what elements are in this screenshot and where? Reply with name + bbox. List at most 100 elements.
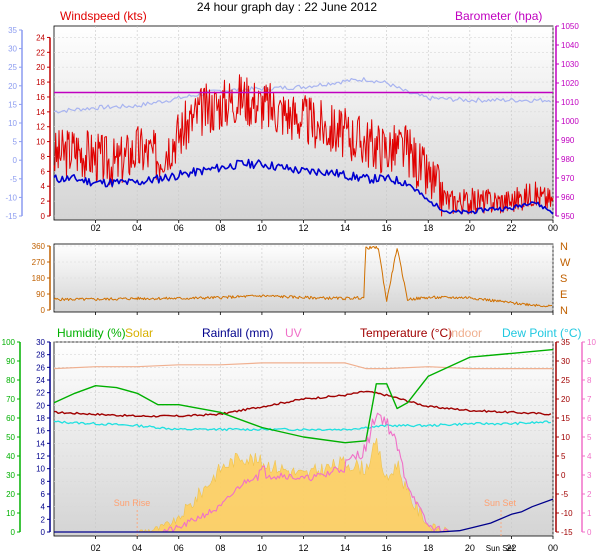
sunset-tick-label: Sun Set — [486, 544, 515, 553]
x-tick-label: 04 — [132, 543, 142, 553]
temperature-axis-tick-label: 0 — [561, 471, 566, 480]
outer-left-axis-tick-label: -15 — [5, 212, 17, 221]
humidity-axis-tick-label: 100 — [2, 338, 16, 347]
windspeed-axis-tick-label: 8 — [41, 152, 46, 161]
barometer-axis-tick-label: 980 — [561, 155, 575, 164]
uv-axis-tick-label: 1 — [587, 509, 592, 518]
rainfall-axis-tick-label: 22 — [36, 389, 45, 398]
outer-left-axis-tick-label: 30 — [8, 45, 17, 54]
compass-label: E — [560, 289, 567, 301]
uv-axis-tick-label: 0 — [587, 528, 592, 537]
chart-title: 24 hour graph day : 22 June 2012 — [197, 0, 377, 14]
humidity-axis-tick-label: 0 — [11, 528, 16, 537]
temperature-axis-tick-label: -5 — [561, 490, 569, 499]
barometer-axis-tick-label: 1000 — [561, 117, 579, 126]
x-tick-label: 10 — [257, 223, 267, 233]
windspeed-axis-tick-label: 2 — [41, 197, 46, 206]
humidity-legend: Humidity (%) — [57, 326, 126, 340]
rainfall-axis-tick-label: 12 — [36, 452, 45, 461]
barometer-axis-tick-label: 1020 — [561, 79, 579, 88]
rainfall-axis-tick-label: 4 — [41, 503, 46, 512]
rainfall-axis-tick-label: 0 — [41, 528, 46, 537]
windspeed-axis-label: Windspeed (kts) — [60, 9, 147, 23]
compass-label: S — [560, 273, 567, 285]
x-tick-label: 18 — [423, 543, 433, 553]
rainfall-axis-tick-label: 24 — [36, 376, 45, 385]
panel-climate-axes: 0102030405060708090100024681012141618202… — [2, 338, 597, 537]
uv-axis-tick-label: 9 — [587, 357, 592, 366]
rainfall-axis-tick-label: 6 — [41, 490, 46, 499]
temperature-axis-tick-label: 25 — [561, 376, 570, 385]
x-tick-label: 18 — [423, 223, 433, 233]
x-tick-label: 20 — [465, 223, 475, 233]
humidity-axis-tick-label: 40 — [6, 452, 15, 461]
panel-wind-axes: -15-10-505101520253035024681012141618202… — [5, 22, 579, 221]
panel-direction-series — [53, 245, 552, 308]
rainfall-axis-tick-label: 8 — [41, 477, 46, 486]
series-indoor — [53, 362, 553, 370]
humidity-axis-tick-label: 10 — [6, 509, 15, 518]
uv-axis-tick-label: 10 — [587, 338, 596, 347]
panel-wind-series — [53, 74, 554, 217]
compass-label: N — [560, 305, 568, 317]
direction-axis-tick-label: 0 — [41, 306, 46, 315]
x-tick-label: 00 — [548, 223, 558, 233]
windspeed-axis-tick-label: 4 — [41, 182, 46, 191]
x-tick-label: 14 — [340, 223, 350, 233]
outer-left-axis-tick-label: 10 — [8, 119, 17, 128]
rainfall-axis-tick-label: 26 — [36, 363, 45, 372]
series-uv — [158, 412, 450, 533]
windspeed-axis-tick-label: 0 — [41, 212, 46, 221]
barometer-axis-tick-label: 960 — [561, 193, 575, 202]
x-tick-label: 14 — [340, 543, 350, 553]
outer-left-axis-tick-label: 35 — [8, 26, 17, 35]
rainfall-legend: Rainfall (mm) — [202, 326, 273, 340]
x-tick-label: 06 — [174, 543, 184, 553]
outer-left-axis-tick-label: -10 — [5, 193, 17, 202]
rainfall-axis-tick-label: 2 — [41, 515, 46, 524]
temperature-legend: Temperature (°C) — [360, 326, 452, 340]
humidity-axis-tick-label: 30 — [6, 471, 15, 480]
temperature-axis-tick-label: 5 — [561, 452, 566, 461]
humidity-axis-tick-label: 60 — [6, 414, 15, 423]
x-tick-label: 12 — [298, 543, 308, 553]
x-tick-label: 08 — [215, 543, 225, 553]
series-temperature — [54, 390, 552, 418]
x-tick-label: 16 — [382, 223, 392, 233]
x-tick-label: 10 — [257, 543, 267, 553]
uv-axis-tick-label: 5 — [587, 433, 592, 442]
barometer-axis-tick-label: 1030 — [561, 60, 579, 69]
series-solar — [136, 438, 449, 533]
windspeed-axis-tick-label: 20 — [36, 63, 45, 72]
rainfall-axis-tick-label: 30 — [36, 338, 45, 347]
rainfall-axis-tick-label: 20 — [36, 401, 45, 410]
x-tick-label: 02 — [91, 543, 101, 553]
barometer-axis-tick-label: 1010 — [561, 98, 579, 107]
compass-label: W — [560, 257, 571, 269]
windspeed-axis-tick-label: 14 — [36, 108, 45, 117]
x-tick-label: 16 — [382, 543, 392, 553]
rainfall-axis-tick-label: 28 — [36, 351, 45, 360]
temperature-axis-tick-label: 10 — [561, 433, 570, 442]
humidity-axis-tick-label: 80 — [6, 376, 15, 385]
x-tick-label: 20 — [465, 543, 475, 553]
temperature-axis-tick-label: -10 — [561, 509, 573, 518]
humidity-axis-tick-label: 90 — [6, 357, 15, 366]
uv-axis-tick-label: 2 — [587, 490, 592, 499]
windspeed-axis-tick-label: 10 — [36, 138, 45, 147]
x-tick-label: 22 — [506, 223, 516, 233]
rainfall-axis-tick-label: 10 — [36, 465, 45, 474]
direction-axis-tick-label: 360 — [32, 242, 46, 251]
outer-left-axis-tick-label: 20 — [8, 82, 17, 91]
outer-left-axis-tick-label: 15 — [8, 100, 17, 109]
x-tick-label: 12 — [298, 223, 308, 233]
rainfall-axis-tick-label: 16 — [36, 427, 45, 436]
windspeed-axis-tick-label: 12 — [36, 123, 45, 132]
barometer-axis-tick-label: 1050 — [561, 22, 579, 31]
dewpoint-legend: Dew Point (°C) — [502, 326, 581, 340]
humidity-axis-tick-label: 20 — [6, 490, 15, 499]
x-tick-label: 00 — [548, 543, 558, 553]
sunset-label: Sun Set — [484, 498, 517, 508]
